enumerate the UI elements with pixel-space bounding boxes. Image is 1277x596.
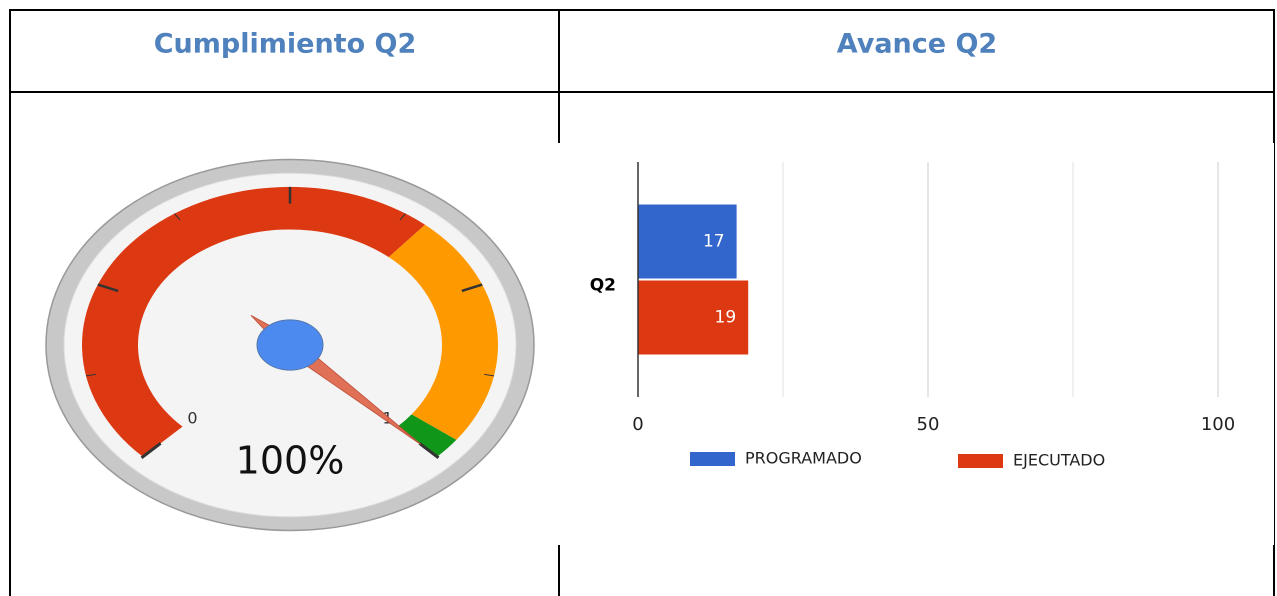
- bar: [638, 204, 737, 279]
- legend-swatch: [690, 452, 735, 466]
- gauge-subtick: [461, 283, 483, 293]
- legend-swatch: [958, 454, 1003, 468]
- x-tick-label: 50: [917, 414, 940, 435]
- gauge-subtick: [174, 213, 181, 221]
- legend-label: PROGRAMADO: [745, 449, 862, 468]
- data-label: 19: [715, 308, 737, 328]
- data-label: 17: [703, 232, 725, 252]
- bar: [638, 280, 749, 355]
- x-tick-label: 0: [632, 414, 643, 435]
- gauge-subtick: [85, 373, 96, 377]
- gauge-subtick: [484, 373, 495, 377]
- header: Avance Q2: [837, 29, 997, 60]
- header: Cumplimiento Q2: [154, 29, 417, 60]
- x-tick-label: 100: [1201, 414, 1235, 435]
- gauge-tick: [140, 442, 162, 460]
- gauge-band: [81, 186, 426, 457]
- gauge-value-label: 100%: [236, 439, 345, 483]
- gauge-subtick: [399, 213, 406, 221]
- y-tick-label: Q2: [590, 276, 616, 296]
- legend-label: EJECUTADO: [1013, 451, 1105, 470]
- gauge-tick: [418, 442, 440, 460]
- gauge-hub: [256, 319, 324, 371]
- gauge-band: [397, 414, 457, 457]
- gauge-band: [388, 224, 499, 440]
- gauge-tick-label: 0: [187, 409, 197, 428]
- gauge-subtick: [97, 283, 119, 293]
